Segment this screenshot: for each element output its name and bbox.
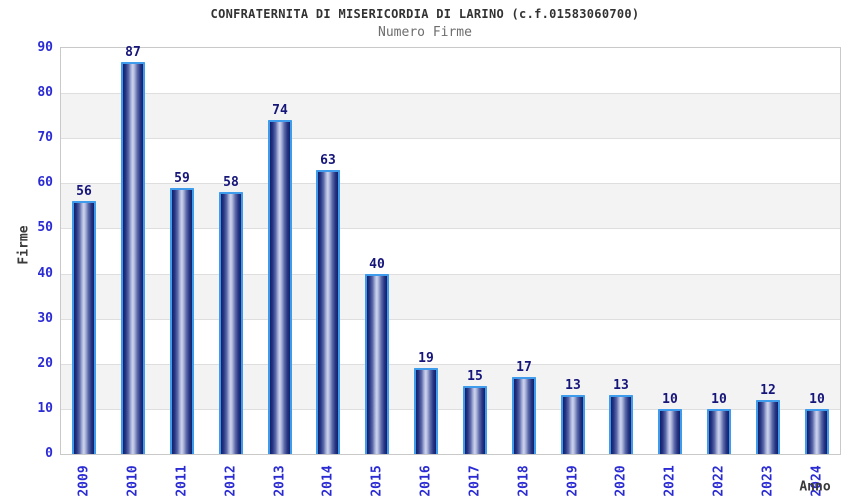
x-tick-label-2011: 2011 <box>174 465 190 497</box>
y-tick-label-0: 0 <box>45 446 53 461</box>
bar-value-label-2010: 87 <box>125 45 141 60</box>
gridline-60 <box>61 183 840 184</box>
bar-value-label-2011: 59 <box>174 171 190 186</box>
chart-title: CONFRATERNITA DI MISERICORDIA DI LARINO … <box>210 7 640 21</box>
bar-2018 <box>512 377 536 454</box>
x-tick-label-2010: 2010 <box>125 465 141 497</box>
x-tick-label-2014: 2014 <box>320 465 336 497</box>
bar-value-label-2013: 74 <box>272 103 288 118</box>
bar-2011 <box>170 188 194 454</box>
x-tick-label-2012: 2012 <box>223 465 239 497</box>
bar-2017 <box>463 386 487 454</box>
x-tick-label-2016: 2016 <box>418 465 434 497</box>
bar-value-label-2024: 10 <box>809 392 825 407</box>
gridline-10 <box>61 409 840 410</box>
y-tick-label-10: 10 <box>37 400 53 416</box>
bar-2009 <box>72 201 96 454</box>
x-tick-label-2021: 2021 <box>662 465 678 497</box>
x-axis-title: Anno <box>799 479 831 495</box>
x-tick-label-2019: 2019 <box>565 465 581 497</box>
y-tick-label-60: 60 <box>37 175 53 191</box>
gridline-20 <box>61 364 840 365</box>
gridline-40 <box>61 274 840 275</box>
y-axis-title: Firme <box>16 225 32 265</box>
bar-value-label-2018: 17 <box>516 360 532 375</box>
gridline-30 <box>61 319 840 320</box>
x-tick-label-2022: 2022 <box>711 465 727 497</box>
bar-2010 <box>121 62 145 454</box>
bar-2023 <box>756 400 780 454</box>
bar-value-label-2019: 13 <box>565 378 581 393</box>
bar-2012 <box>219 192 243 454</box>
y-tick-label-90: 90 <box>37 40 53 55</box>
x-tick-label-2020: 2020 <box>613 465 629 497</box>
bar-2013 <box>268 120 292 454</box>
bar-2022 <box>707 409 731 454</box>
bar-value-label-2015: 40 <box>369 257 385 272</box>
y-tick-label-40: 40 <box>37 265 53 281</box>
bar-2014 <box>316 170 340 454</box>
band-70-80 <box>61 93 840 139</box>
y-tick-label-70: 70 <box>37 130 53 146</box>
gridline-70 <box>61 138 840 139</box>
y-tick-label-30: 30 <box>37 310 53 326</box>
bar-value-label-2021: 10 <box>662 392 678 407</box>
bar-2019 <box>561 395 585 454</box>
x-tick-label-2013: 2013 <box>272 465 288 497</box>
y-tick-label-50: 50 <box>37 220 53 236</box>
bar-value-label-2020: 13 <box>613 378 629 393</box>
x-tick-label-2017: 2017 <box>467 465 483 497</box>
bar-2021 <box>658 409 682 454</box>
x-tick-label-2023: 2023 <box>760 465 776 497</box>
y-tick-label-20: 20 <box>37 355 53 371</box>
gridline-80 <box>61 93 840 94</box>
bar-2016 <box>414 368 438 454</box>
bar-value-label-2022: 10 <box>711 392 727 407</box>
gridline-50 <box>61 228 840 229</box>
bar-2020 <box>609 395 633 454</box>
chart-subtitle: Numero Firme <box>378 25 472 40</box>
bar-value-label-2009: 56 <box>76 184 92 199</box>
bar-value-label-2017: 15 <box>467 369 483 384</box>
bar-2015 <box>365 274 389 454</box>
bar-value-label-2014: 63 <box>320 153 336 168</box>
x-tick-label-2018: 2018 <box>516 465 532 497</box>
bar-value-label-2012: 58 <box>223 175 239 190</box>
x-tick-label-2015: 2015 <box>369 465 385 497</box>
bar-2024 <box>805 409 829 454</box>
bar-value-label-2016: 19 <box>418 351 434 366</box>
bar-value-label-2023: 12 <box>760 383 776 398</box>
y-tick-label-80: 80 <box>37 85 53 101</box>
x-tick-label-2009: 2009 <box>76 465 92 497</box>
